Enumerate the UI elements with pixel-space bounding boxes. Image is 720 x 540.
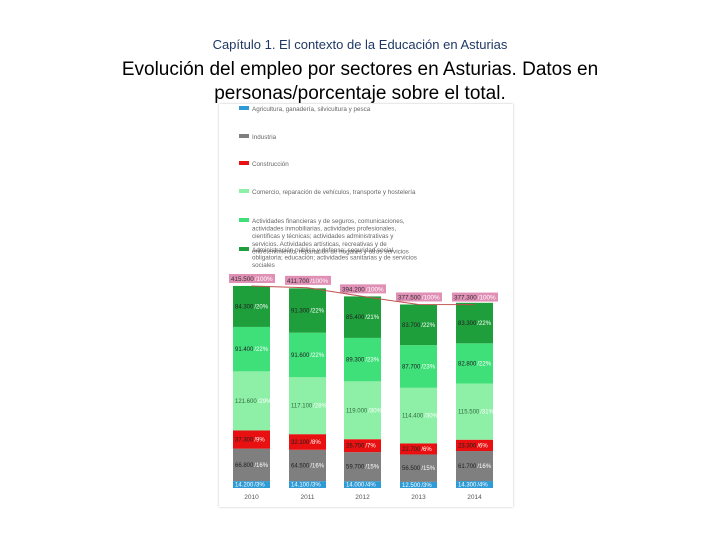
legend: Agricultura, ganadería, silvicultura y p… [239,106,417,269]
bar-segment [344,381,381,440]
data-label: 119.000/30% [346,408,383,414]
bar-segment [456,302,493,344]
total-label-bg [229,274,275,283]
bar-segment [456,343,493,384]
data-label: 85.400/21% [346,315,380,321]
data-label: 83.700/22% [402,323,436,329]
bar-segment [289,332,326,378]
bar-segment [289,377,326,435]
bar-segment [344,337,381,382]
data-label: 121.600/29% [235,399,272,405]
x-tick-label: 2010 [244,494,259,501]
bar-segment [400,345,437,388]
bar-segment [233,481,270,488]
total-label: 394.200/100% [342,286,384,293]
chart-panel: Agricultura, ganadería, silvicultura y p… [219,104,513,507]
chapter-subtitle: Capítulo 1. El contexto de la Educación … [212,37,508,52]
data-label: 26.700/7% [346,444,376,450]
total-label: 377.500/100% [398,294,440,301]
data-label: 84.300/20% [235,304,269,310]
data-label: 14.300/4% [458,483,488,489]
legend-entry: Actividades financieras y de seguros, co… [252,218,409,255]
totals: 415.500/100% 411.700/100% 394.200/100% 377.… [229,274,498,306]
data-label: 14.000/4% [346,483,376,489]
data-label: 91.400/22% [235,347,269,353]
legend-swatch [239,134,249,138]
bar-segment [456,451,493,482]
x-tick-label: 2014 [467,494,482,501]
page-title: Evolución del empleo por sectores en Ast… [121,59,599,104]
bars [233,285,493,488]
data-labels: 14.200/3% 66.800/16% 37.300/9% 121.600/29% 9… [235,304,495,489]
bar-segment [344,296,381,338]
data-label: 14.100/3% [291,483,321,489]
bar-segment [233,430,270,449]
total-label: 377.300/100% [454,295,496,302]
legend-entry: Construcción [252,161,289,168]
legend-entry: Agricultura, ganadería, silvicultura y p… [252,106,371,113]
legend-entry: Industria [252,134,277,141]
bar-segment [344,481,381,488]
total-label-bg [452,292,498,302]
bar-segment [344,452,381,482]
bar-segment [344,439,381,453]
bar-segment [289,288,326,333]
bar-segment [233,448,270,482]
data-label: 59.700/15% [346,465,380,471]
x-tick-label: 2012 [355,494,370,501]
total-trend-line [251,285,475,306]
total-label-bg [285,275,331,285]
data-label: 114.400/30% [402,414,439,420]
x-axis: 2010 2011 2012 2013 2014 [244,494,482,501]
bar-segment [400,387,437,444]
legend-swatch [239,247,249,251]
total-label-bg [340,284,386,294]
bar-segment [233,326,270,372]
total-label-bg [396,292,442,302]
data-label: 64.500/16% [291,463,325,469]
data-label: 61.700/16% [458,464,492,470]
bar-segment [400,443,437,455]
data-label: 82.800/22% [458,361,492,367]
total-label: 415.500/100% [231,276,273,283]
data-label: 83.300/22% [458,321,492,327]
data-label: 14.200/3% [235,483,265,489]
legend-entry: Comercio, reparación de vehículos, trans… [252,189,416,196]
bar-segment [233,285,270,327]
legend-swatch [239,106,249,110]
data-label: 23.300/6% [458,443,488,449]
data-label: 32.100/8% [291,440,321,446]
data-label: 87.700/23% [402,364,436,370]
x-tick-label: 2013 [411,494,426,501]
data-label: 91.300/22% [291,309,325,315]
data-label: 115.500/31% [458,410,495,416]
bar-segment [456,481,493,488]
bar-segment [456,383,493,440]
data-label: 66.800/16% [235,463,269,469]
bar-segment [400,454,437,482]
data-label: 22.700/6% [402,447,432,453]
employment-stacked-bar-chart: Agricultura, ganadería, silvicultura y p… [229,106,498,501]
bar-segment [456,439,493,452]
data-label: 56.500/15% [402,466,436,472]
bar-segment [400,481,437,488]
bar-segment [289,449,326,482]
bar-segment [289,434,326,450]
data-label: 89.300/23% [346,358,380,364]
bar-segment [400,304,437,346]
data-label: 117.100/28% [291,404,328,410]
total-label: 411.700/100% [287,278,329,285]
data-label: 12.500/3% [402,483,432,489]
data-label: 37.300/9% [235,438,265,444]
x-tick-label: 2011 [301,494,315,501]
bar-segment [289,481,326,488]
legend-swatch [239,161,249,165]
legend-entry: Administración pública y defensa; seguri… [252,247,417,269]
bar-segment [233,371,270,431]
legend-swatch [239,218,249,222]
data-label: 91.600/22% [291,353,325,359]
legend-swatch [239,189,249,193]
